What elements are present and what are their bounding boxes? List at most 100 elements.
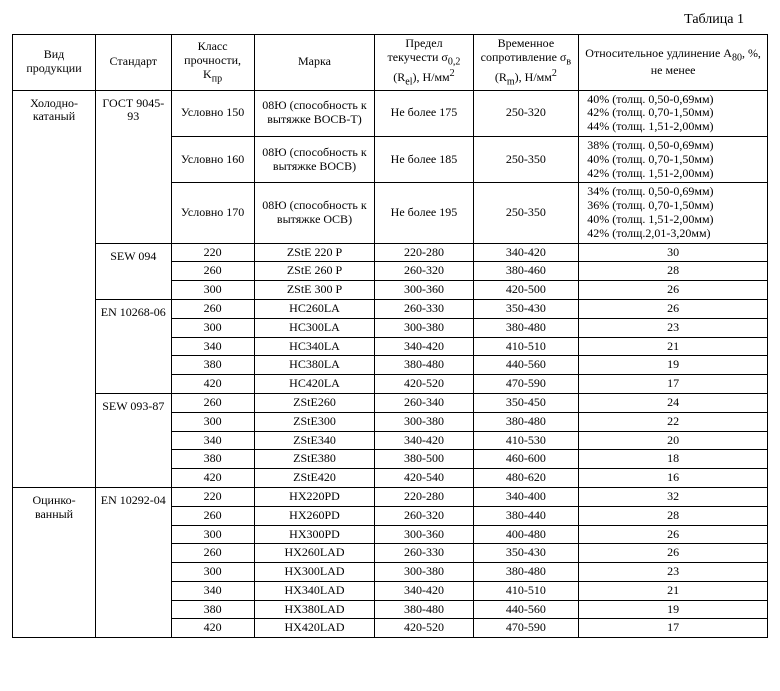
table-cell: 260-320 (375, 506, 473, 525)
table-cell: HC260LA (254, 299, 375, 318)
table-cell: 480-620 (473, 469, 579, 488)
table-cell: 250-350 (473, 136, 579, 182)
table-cell: 300 (171, 412, 254, 431)
table-row: EN 10268-06260HC260LA260-330350-43026 (13, 299, 768, 318)
header-elongation: Относительное удлинение A80, %, не менее (579, 35, 768, 91)
table-cell: 340-400 (473, 487, 579, 506)
table-cell: 380-480 (473, 563, 579, 582)
table-cell: 250-350 (473, 183, 579, 243)
table-cell: HX340LAD (254, 581, 375, 600)
table-cell: ZStE300 (254, 412, 375, 431)
table-cell: HX380LAD (254, 600, 375, 619)
table-cell: 380 (171, 356, 254, 375)
header-standard: Стандарт (96, 35, 172, 91)
elongation-cell: 28 (579, 262, 768, 281)
table-row: Холодно-катаныйГОСТ 9045-93Условно 15008… (13, 90, 768, 136)
table-cell: 220 (171, 487, 254, 506)
table-cell: 300-380 (375, 412, 473, 431)
table-cell: 380-440 (473, 506, 579, 525)
table-row: Оцинко-ванныйEN 10292-04220HX220PD220-28… (13, 487, 768, 506)
table-cell: SEW 093-87 (96, 393, 172, 487)
table-cell: 250-320 (473, 90, 579, 136)
elongation-cell: 26 (579, 525, 768, 544)
header-grade: Марка (254, 35, 375, 91)
table-cell: 470-590 (473, 375, 579, 394)
header-strength: Класс прочности, Kпр (171, 35, 254, 91)
table-cell: 380 (171, 600, 254, 619)
table-cell: 380 (171, 450, 254, 469)
table-cell: 340-420 (375, 581, 473, 600)
elongation-cell: 40% (толщ. 0,50-0,69мм)42% (толщ. 0,70-1… (579, 90, 768, 136)
table-cell: 380-480 (473, 412, 579, 431)
table-cell: 220 (171, 243, 254, 262)
table-row: SEW 094220ZStE 220 P220-280340-42030 (13, 243, 768, 262)
header-row: Вид продукции Стандарт Класс прочности, … (13, 35, 768, 91)
table-cell: 380-480 (375, 600, 473, 619)
table-row: SEW 093-87260ZStE260260-340350-45024 (13, 393, 768, 412)
table-cell: 300-360 (375, 281, 473, 300)
table-cell: 08Ю (способность к вытяжке BOCB) (254, 136, 375, 182)
table-cell: 08Ю (способность к вытяжке OCB) (254, 183, 375, 243)
table-cell: 350-450 (473, 393, 579, 412)
table-cell: 440-560 (473, 600, 579, 619)
elongation-cell: 26 (579, 299, 768, 318)
table-cell: Не более 175 (375, 90, 473, 136)
table-cell: ZStE340 (254, 431, 375, 450)
table-cell: 460-600 (473, 450, 579, 469)
table-cell: 470-590 (473, 619, 579, 638)
elongation-cell: 30 (579, 243, 768, 262)
table-cell: 220-280 (375, 243, 473, 262)
table-cell: 300 (171, 318, 254, 337)
elongation-cell: 21 (579, 581, 768, 600)
elongation-cell: 22 (579, 412, 768, 431)
elongation-cell: 23 (579, 563, 768, 582)
table-cell: 410-510 (473, 581, 579, 600)
table-cell: 300-360 (375, 525, 473, 544)
table-cell: HX260PD (254, 506, 375, 525)
table-cell: HX300LAD (254, 563, 375, 582)
header-product: Вид продукции (13, 35, 96, 91)
table-cell: 420 (171, 469, 254, 488)
table-cell: ZStE 220 P (254, 243, 375, 262)
elongation-cell: 20 (579, 431, 768, 450)
elongation-cell: 32 (579, 487, 768, 506)
table-cell: ZStE260 (254, 393, 375, 412)
table-cell: 08Ю (способность к вытяжке BOCB-T) (254, 90, 375, 136)
elongation-cell: 26 (579, 544, 768, 563)
table-cell: Условно 160 (171, 136, 254, 182)
table-cell: HC380LA (254, 356, 375, 375)
table-cell: Холодно-катаный (13, 90, 96, 487)
table-cell: 300-380 (375, 318, 473, 337)
table-cell: 260 (171, 262, 254, 281)
table-cell: HX220PD (254, 487, 375, 506)
table-cell: 380-500 (375, 450, 473, 469)
table-cell: Не более 185 (375, 136, 473, 182)
table-cell: 300-380 (375, 563, 473, 582)
table-cell: 380-480 (473, 318, 579, 337)
table-cell: 260-330 (375, 544, 473, 563)
table-cell: Условно 170 (171, 183, 254, 243)
table-cell: HX260LAD (254, 544, 375, 563)
table-cell: 260-330 (375, 299, 473, 318)
elongation-cell: 17 (579, 619, 768, 638)
elongation-cell: 28 (579, 506, 768, 525)
table-body: Холодно-катаныйГОСТ 9045-93Условно 15008… (13, 90, 768, 638)
table-caption: Таблица 1 (12, 12, 768, 28)
table-cell: ZStE420 (254, 469, 375, 488)
table-cell: 300 (171, 525, 254, 544)
table-cell: HC340LA (254, 337, 375, 356)
table-cell: 340 (171, 581, 254, 600)
elongation-cell: 34% (толщ. 0,50-0,69мм)36% (толщ. 0,70-1… (579, 183, 768, 243)
table-cell: 340-420 (473, 243, 579, 262)
table-cell: 340-420 (375, 431, 473, 450)
table-cell: 260 (171, 506, 254, 525)
elongation-cell: 26 (579, 281, 768, 300)
table-cell: 410-510 (473, 337, 579, 356)
table-cell: 220-280 (375, 487, 473, 506)
table-cell: ZStE 260 P (254, 262, 375, 281)
elongation-cell: 23 (579, 318, 768, 337)
table-cell: 380-480 (375, 356, 473, 375)
table-cell: 440-560 (473, 356, 579, 375)
table-cell: 400-480 (473, 525, 579, 544)
elongation-cell: 38% (толщ. 0,50-0,69мм)40% (толщ. 0,70-1… (579, 136, 768, 182)
